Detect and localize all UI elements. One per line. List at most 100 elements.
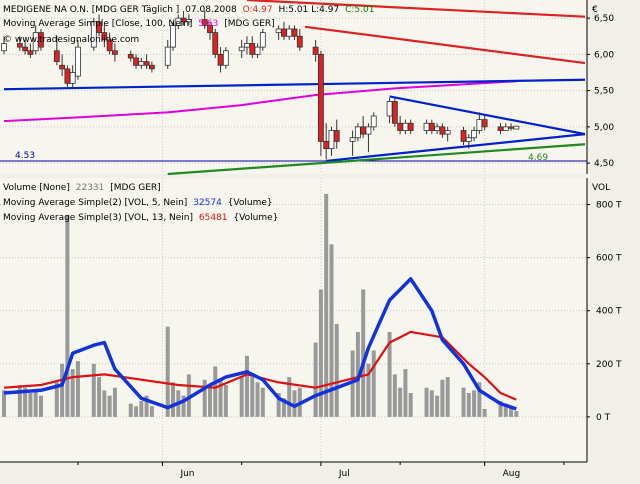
- candle-up: [471, 130, 477, 139]
- candle-down: [16, 43, 23, 48]
- volume-bar: [2, 390, 6, 417]
- volume-bar: [207, 387, 212, 417]
- candle-up: [1, 43, 7, 52]
- volume-bar: [435, 395, 440, 417]
- volume-tick-label: 400 T: [596, 307, 622, 317]
- candle-down: [318, 53, 324, 142]
- candle-down: [360, 126, 367, 135]
- candle-down: [148, 64, 155, 70]
- volume-bar: [313, 342, 318, 417]
- candle-down: [497, 126, 504, 131]
- candle-down: [296, 35, 303, 48]
- volume-bar: [218, 379, 223, 417]
- volume-bar: [424, 387, 429, 417]
- candle-down: [143, 61, 150, 66]
- candle-down: [59, 64, 65, 70]
- candle-down: [212, 32, 219, 55]
- volume-bar: [324, 193, 329, 417]
- volume-bar: [514, 411, 519, 417]
- candle-down: [64, 68, 71, 84]
- candle-up: [69, 72, 76, 84]
- header-close: C:5.01: [345, 5, 374, 15]
- candle-down: [428, 122, 435, 131]
- volume-axis: VOL 800 T 600 T 400 T 200 T 0 T: [586, 178, 622, 462]
- candle-up: [349, 137, 356, 142]
- volume-legend-item-1: Volume [None] 22331 [MDG GER]: [3, 183, 161, 193]
- candle-up: [90, 21, 97, 48]
- volume-legend-label: Moving Average Simple(2) [VOL, 5, Nein]: [3, 198, 187, 208]
- trendline-triangle-lower: [326, 133, 586, 163]
- volume-bar: [250, 377, 255, 417]
- candle-up: [138, 61, 145, 66]
- candle-down: [112, 50, 118, 55]
- volume-bar: [466, 392, 471, 417]
- volume-legend-value: 65481: [199, 213, 228, 223]
- price-tick-label: 5,50: [594, 87, 614, 97]
- price-axis-unit: €: [592, 5, 598, 15]
- volume-bar: [107, 395, 112, 417]
- volume-bar: [509, 406, 514, 417]
- volume-legend-label: Volume [None]: [3, 183, 70, 193]
- price-tick-label: 5,00: [594, 123, 614, 133]
- volume-bar: [181, 395, 186, 417]
- volume-bar: [260, 387, 265, 417]
- candle-up: [286, 28, 293, 37]
- volume-legend-item-2: Moving Average Simple(2) [VOL, 5, Nein] …: [3, 198, 273, 208]
- candle-down: [96, 21, 102, 34]
- last-level-label: 4.69: [528, 153, 548, 163]
- candle-down: [38, 32, 44, 48]
- candle-up: [434, 126, 441, 131]
- candle-down: [281, 28, 287, 37]
- volume-bar: [139, 400, 144, 417]
- volume-bar: [186, 374, 191, 417]
- volume-bar: [498, 400, 503, 417]
- candle-up: [444, 130, 451, 135]
- candle-down: [106, 39, 113, 52]
- volume-tick-label: 800 T: [596, 201, 622, 211]
- volume-bar: [17, 385, 22, 417]
- candle-up: [259, 32, 266, 48]
- month-label: Jun: [179, 469, 194, 479]
- candle-up: [170, 24, 176, 48]
- volume-legend: Volume [None] 22331 [MDG GER] Moving Ave…: [3, 183, 278, 223]
- volume-ma13-line: [3, 330, 517, 401]
- candle-down: [101, 32, 108, 41]
- trendline-support-green: [167, 143, 586, 176]
- candle-up: [75, 46, 81, 77]
- volume-legend-item-3: Moving Average Simple(3) [VOL, 13, Nein]…: [3, 213, 278, 223]
- candle-up: [370, 115, 377, 128]
- volume-bar: [239, 377, 244, 417]
- candle-up: [244, 43, 250, 48]
- trendline-resistance-red: [246, 0, 586, 18]
- candle-down: [249, 43, 256, 55]
- volume-legend-suffix: {Volume}: [228, 198, 273, 208]
- volume-bar: [70, 369, 75, 417]
- volume-bar: [128, 403, 133, 417]
- volume-legend-suffix: [MDG GER]: [110, 183, 160, 193]
- candle-up: [185, 19, 192, 23]
- candle-down: [217, 53, 224, 66]
- volume-bar: [461, 387, 466, 417]
- candle-up: [386, 101, 393, 117]
- volume-bar: [292, 390, 297, 417]
- volume-bar: [503, 403, 508, 417]
- candle-down: [407, 122, 414, 131]
- candle-down: [439, 126, 446, 135]
- price-tick-label: 6,00: [594, 50, 614, 60]
- volume-legend-value: 32574: [193, 198, 222, 208]
- candle-up: [365, 126, 372, 135]
- volume-legend-suffix: {Volume}: [233, 213, 278, 223]
- volume-bar: [403, 369, 408, 417]
- volume-bar: [276, 392, 281, 417]
- volume-bar: [287, 377, 292, 417]
- volume-bar: [23, 387, 28, 417]
- candle-up: [423, 122, 430, 131]
- volume-legend-value: 22331: [76, 183, 105, 193]
- volume-tick-label: 200 T: [596, 360, 622, 370]
- candle-up: [222, 50, 229, 66]
- volume-bar: [144, 395, 149, 417]
- candle-down: [53, 50, 60, 63]
- volume-legend-label: Moving Average Simple(3) [VOL, 13, Nein]: [3, 213, 193, 223]
- candle-down: [323, 140, 330, 150]
- candle-down: [391, 101, 398, 124]
